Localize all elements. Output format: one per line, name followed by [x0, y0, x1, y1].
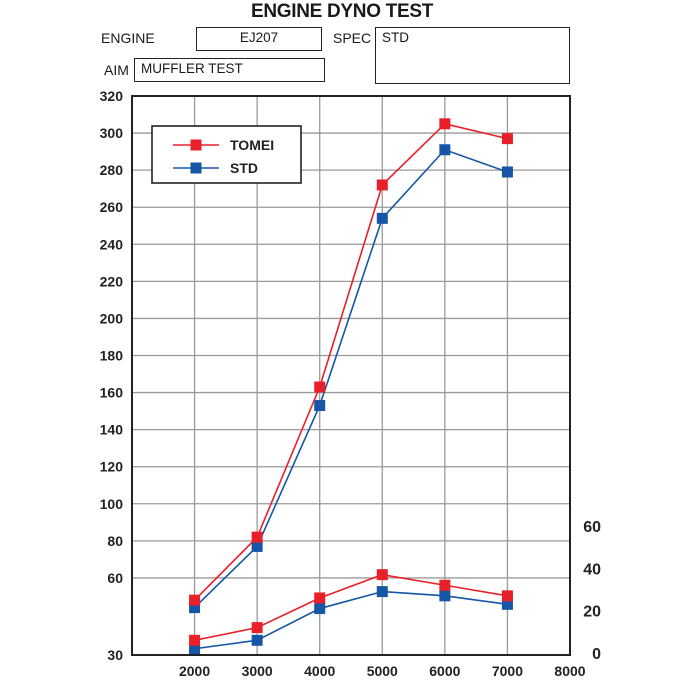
data-point-std: [251, 634, 263, 646]
spec-label: SPEC: [333, 30, 372, 46]
y-tick-label: 280: [100, 162, 124, 178]
data-point-std: [501, 166, 513, 178]
series-line-std-left: [194, 148, 508, 609]
tick-labels: 3060801001201401601802002202402602803003…: [100, 88, 601, 679]
data-point-tomei: [439, 118, 451, 130]
x-tick-label: 5000: [367, 663, 398, 679]
y-tick-label: 320: [100, 88, 124, 104]
y-tick-label: 60: [107, 570, 123, 586]
data-point-std: [501, 598, 513, 610]
data-point-std: [189, 602, 201, 614]
legend-label: STD: [230, 160, 258, 176]
data-point-std: [439, 590, 451, 602]
y2-tick-label: 60: [583, 519, 601, 536]
x-tick-label: 7000: [492, 663, 523, 679]
data-point-tomei: [439, 579, 451, 591]
y-tick-label: 120: [100, 459, 124, 475]
x-tick-label: 3000: [242, 663, 273, 679]
y-tick-label: 140: [100, 422, 124, 438]
legend: TOMEI STD: [151, 125, 302, 184]
legend-marker: [190, 139, 202, 151]
y-tick-label: 100: [100, 496, 124, 512]
series-line-std-right: [194, 590, 508, 650]
data-point-std: [439, 144, 451, 156]
data-point-tomei: [376, 179, 388, 191]
legend-marker: [190, 162, 202, 174]
x-tick-label: 6000: [429, 663, 460, 679]
chart-title: ENGINE DYNO TEST: [250, 1, 434, 22]
data-point-std: [251, 540, 263, 552]
x-tick-label: 4000: [304, 663, 335, 679]
y-tick-label: 80: [107, 533, 123, 549]
y-tick-label: 260: [100, 199, 124, 215]
data-point-std: [314, 603, 326, 615]
y-tick-label: 30: [107, 647, 123, 663]
data-point-tomei: [251, 531, 263, 543]
data-point-std: [189, 643, 201, 655]
series-line-tomei-right: [194, 573, 508, 642]
y-tick-label: 300: [100, 125, 124, 141]
engine-label: ENGINE: [101, 30, 155, 46]
y-tick-label: 220: [100, 273, 124, 289]
legend-label: TOMEI: [230, 137, 274, 153]
data-point-std: [376, 212, 388, 224]
y-tick-label: 180: [100, 348, 124, 364]
data-point-std: [314, 400, 326, 412]
plot-frame: [131, 95, 571, 656]
data-point-tomei: [189, 634, 201, 646]
y2-tick-label: 0: [592, 646, 601, 663]
data-point-tomei: [314, 592, 326, 604]
y2-tick-label: 20: [583, 604, 601, 621]
spec-value-box: STD: [375, 27, 570, 84]
data-point-tomei: [376, 569, 388, 581]
legend-box: [151, 125, 302, 184]
x-tick-label: 8000: [554, 663, 585, 679]
data-point-tomei: [501, 133, 513, 145]
data-point-tomei: [251, 622, 263, 634]
x-tick-label: 2000: [179, 663, 210, 679]
y-tick-label: 200: [100, 310, 124, 326]
data-point-std: [376, 586, 388, 598]
grid: [132, 96, 570, 655]
series-line-tomei-left: [194, 122, 508, 601]
aim-label: AIM: [104, 62, 129, 78]
y2-tick-label: 40: [583, 561, 601, 578]
y-tick-label: 240: [100, 236, 124, 252]
engine-value-box: EJ207: [196, 27, 322, 51]
data-point-tomei: [189, 594, 201, 606]
aim-value-box: MUFFLER TEST: [134, 58, 325, 82]
data-point-tomei: [314, 381, 326, 393]
y-tick-label: 160: [100, 385, 124, 401]
series-group: [189, 118, 513, 655]
data-point-tomei: [501, 590, 513, 602]
